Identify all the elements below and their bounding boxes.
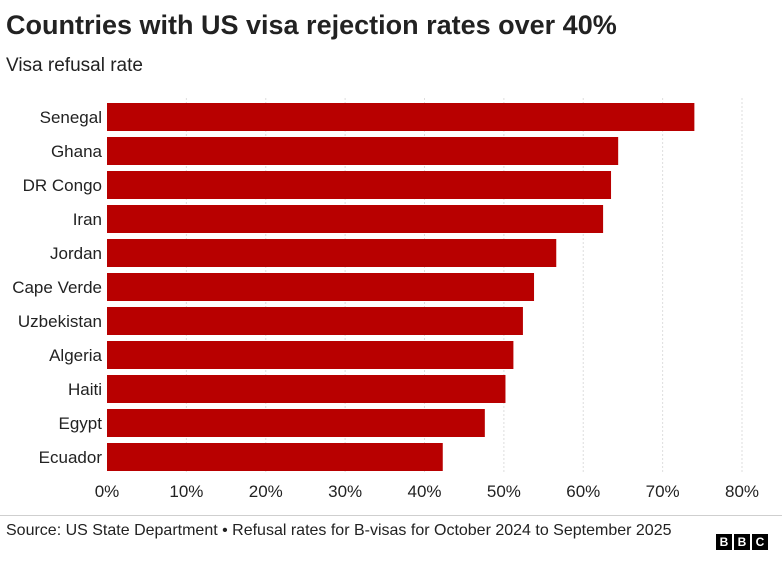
category-label: Uzbekistan — [18, 312, 102, 331]
bar — [107, 103, 695, 131]
category-label: Ghana — [51, 142, 103, 161]
bar — [107, 341, 514, 369]
category-label: DR Congo — [23, 176, 102, 195]
source-note: Source: US State Department • Refusal ra… — [6, 522, 672, 539]
category-labels: Senegal Ghana DR Congo Iran Jordan Cape Verde… — [12, 108, 102, 467]
x-axis-tick-labels: 0% 10% 20% 30% 40% 50% 60% 70% 80% — [95, 482, 759, 501]
bbc-logo-letter: B — [716, 534, 732, 550]
category-label: Jordan — [50, 244, 102, 263]
bar — [107, 409, 485, 437]
bars — [107, 103, 695, 471]
x-tick-label: 30% — [328, 482, 362, 501]
bar — [107, 307, 523, 335]
bbc-logo-letter: B — [734, 534, 750, 550]
bar — [107, 273, 535, 301]
bar — [107, 205, 604, 233]
x-tick-label: 50% — [487, 482, 521, 501]
bar — [107, 239, 557, 267]
x-tick-label: 60% — [566, 482, 600, 501]
category-label: Algeria — [49, 346, 102, 365]
bar — [107, 137, 619, 165]
category-label: Egypt — [59, 414, 103, 433]
chart-title: Countries with US visa rejection rates o… — [6, 10, 617, 40]
category-label: Cape Verde — [12, 278, 102, 297]
category-label: Iran — [73, 210, 102, 229]
bar — [107, 375, 506, 403]
category-label: Ecuador — [39, 448, 103, 467]
x-tick-label: 80% — [725, 482, 759, 501]
x-tick-label: 70% — [646, 482, 680, 501]
bar — [107, 171, 612, 199]
bbc-logo-letter: C — [752, 534, 768, 550]
x-tick-label: 0% — [95, 482, 120, 501]
category-label: Senegal — [40, 108, 102, 127]
category-label: Haiti — [68, 380, 102, 399]
footer-divider — [0, 515, 782, 516]
x-tick-label: 10% — [169, 482, 203, 501]
bar — [107, 443, 443, 471]
x-tick-label: 20% — [249, 482, 283, 501]
chart-subtitle: Visa refusal rate — [6, 55, 143, 76]
x-tick-label: 40% — [407, 482, 441, 501]
bbc-logo: B B C — [716, 534, 768, 550]
